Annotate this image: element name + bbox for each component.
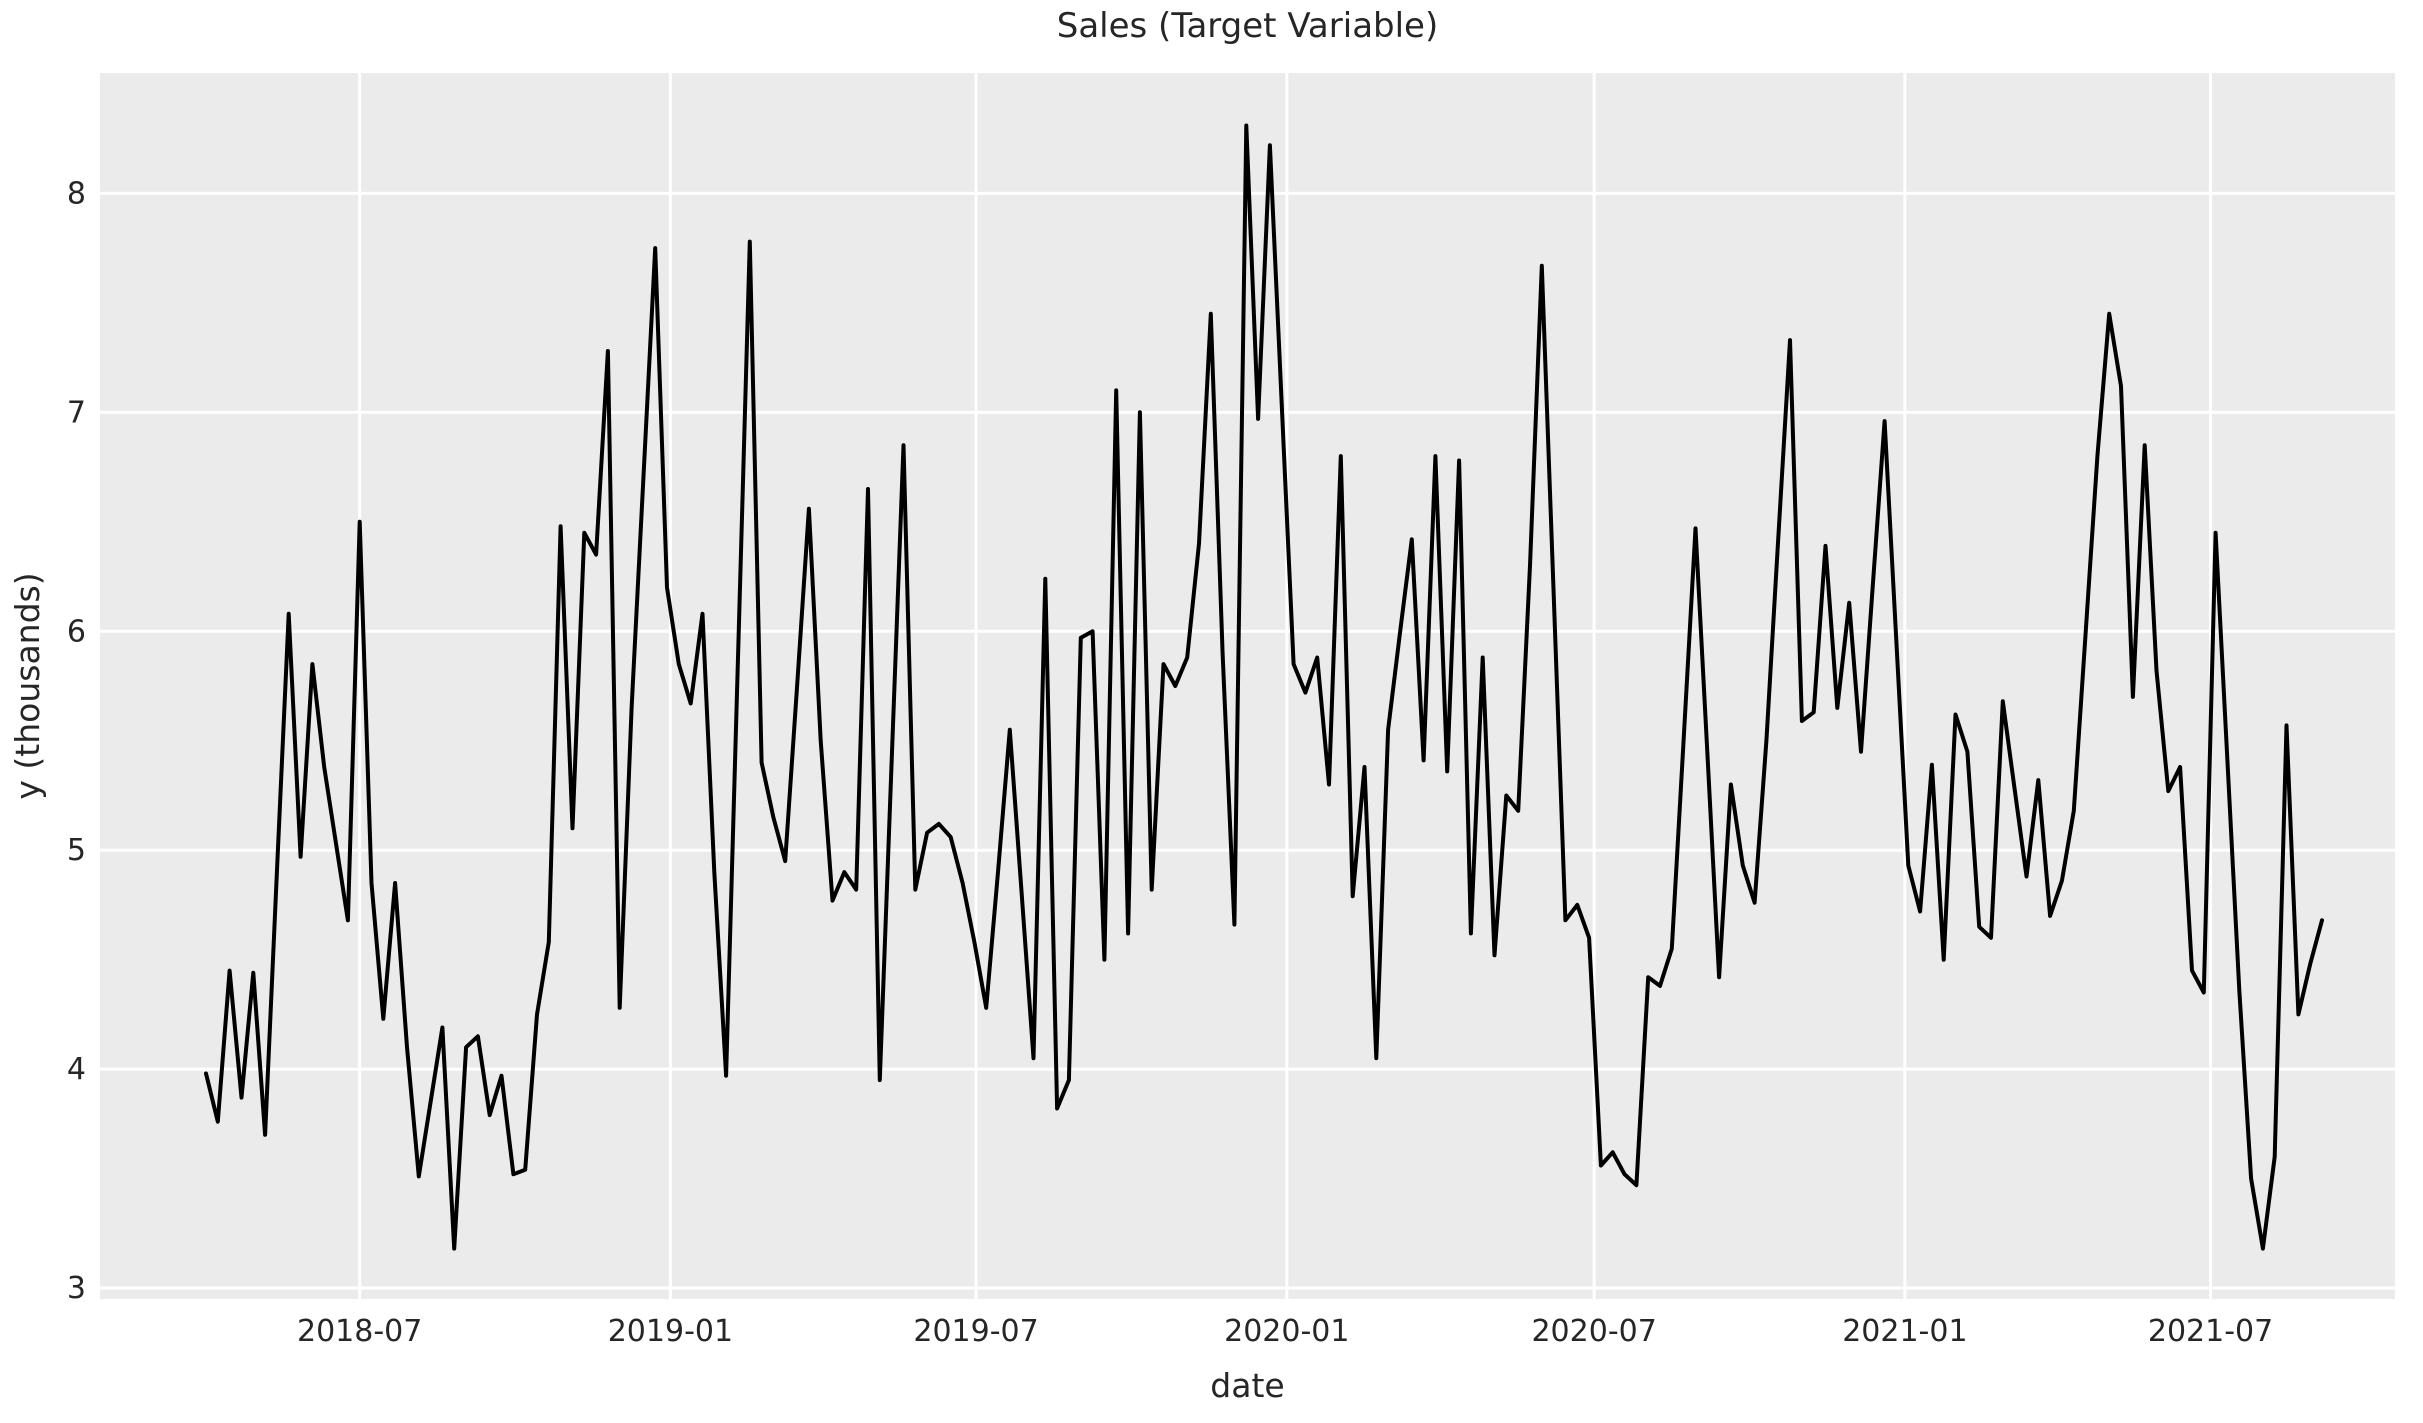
x-tick-label: 2021-01: [1842, 1314, 1967, 1349]
y-tick-labels: 3 4 5 6 7 8: [67, 176, 86, 1306]
x-tick-label: 2018-07: [297, 1314, 422, 1349]
chart-title: Sales (Target Variable): [1056, 6, 1439, 46]
y-tick-label: 5: [67, 833, 86, 868]
y-tick-label: 7: [67, 395, 86, 430]
x-axis-label: date: [1210, 1366, 1285, 1405]
y-tick-label: 8: [67, 176, 86, 211]
sales-series-line: [204, 123, 2324, 1251]
y-axis-label: y (thousands): [8, 572, 47, 800]
x-tick-label: 2021-07: [2148, 1314, 2273, 1349]
y-tick-label: 4: [67, 1052, 86, 1087]
x-tick-label: 2020-07: [1531, 1314, 1656, 1349]
y-tick-label: 6: [67, 614, 86, 649]
y-tick-label: 3: [67, 1271, 86, 1306]
x-tick-label: 2019-01: [608, 1314, 733, 1349]
x-tick-label: 2019-07: [913, 1314, 1038, 1349]
gridlines: [100, 73, 2395, 1299]
plot-area: [100, 73, 2395, 1299]
x-tick-labels: 2018-07 2019-01 2019-07 2020-01 2020-07 2021-…: [297, 1314, 2273, 1349]
x-tick-label: 2020-01: [1224, 1314, 1349, 1349]
